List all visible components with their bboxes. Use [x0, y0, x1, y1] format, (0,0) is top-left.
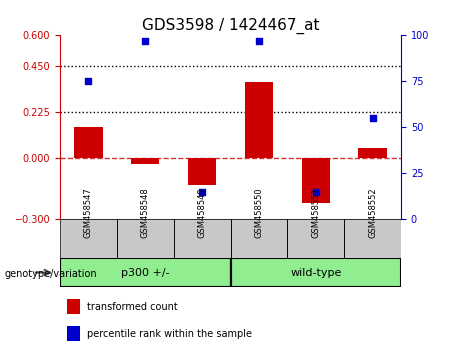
- Bar: [287, 219, 344, 258]
- Text: GSM458550: GSM458550: [254, 188, 263, 238]
- Text: GSM458547: GSM458547: [84, 187, 93, 238]
- Point: [255, 38, 263, 44]
- Point: [85, 79, 92, 84]
- Bar: [230, 258, 401, 287]
- Point: [312, 189, 319, 195]
- Bar: [131, 158, 160, 164]
- Bar: [301, 158, 330, 203]
- Text: GSM458551: GSM458551: [311, 188, 320, 238]
- Bar: [60, 258, 230, 287]
- Bar: [117, 219, 174, 258]
- Text: transformed count: transformed count: [87, 302, 178, 312]
- Bar: [60, 219, 117, 258]
- Text: genotype/variation: genotype/variation: [5, 269, 97, 279]
- Point: [198, 189, 206, 195]
- Title: GDS3598 / 1424467_at: GDS3598 / 1424467_at: [142, 18, 319, 34]
- Text: GSM458549: GSM458549: [198, 188, 207, 238]
- Bar: [174, 219, 230, 258]
- Bar: [245, 82, 273, 158]
- Bar: [188, 158, 216, 185]
- Point: [369, 115, 376, 121]
- Point: [142, 38, 149, 44]
- Bar: [358, 148, 387, 158]
- Text: wild-type: wild-type: [290, 268, 342, 278]
- Text: GSM458552: GSM458552: [368, 188, 377, 238]
- Text: GSM458548: GSM458548: [141, 187, 150, 238]
- Bar: [67, 326, 80, 341]
- Bar: [74, 127, 102, 158]
- Text: p300 +/-: p300 +/-: [121, 268, 170, 278]
- Bar: [230, 219, 287, 258]
- Bar: [67, 299, 80, 314]
- Text: percentile rank within the sample: percentile rank within the sample: [87, 329, 252, 339]
- Bar: [344, 219, 401, 258]
